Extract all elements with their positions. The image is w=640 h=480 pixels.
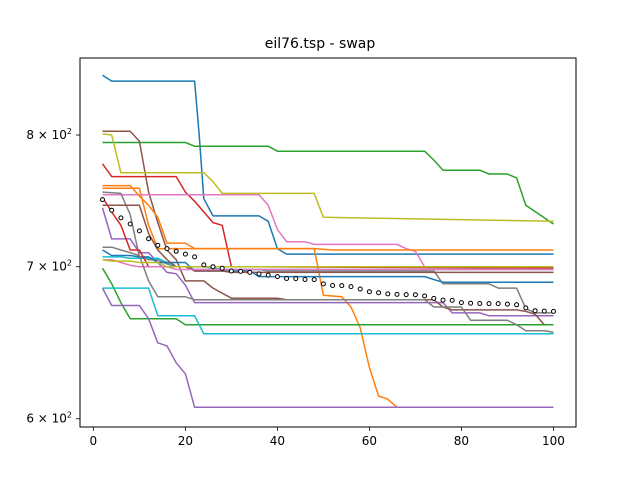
- mean-marker-28: [348, 284, 354, 290]
- mean-marker-29: [357, 286, 363, 292]
- mean-marker-30: [366, 289, 372, 295]
- mean-marker-38: [440, 297, 446, 303]
- mean-marker-16: [238, 268, 244, 274]
- y-tick-label-600: 6 × 102: [26, 411, 72, 426]
- y-tick-label-800: 8 × 102: [26, 127, 72, 142]
- mean-marker-1: [100, 197, 105, 203]
- series-line-2: [102, 187, 554, 409]
- mean-marker-34: [403, 292, 409, 298]
- series-line-17: [102, 258, 554, 271]
- mean-marker-33: [394, 291, 400, 297]
- mean-marker-11: [192, 254, 198, 260]
- mean-marker-41: [468, 300, 474, 306]
- mean-marker-45: [504, 301, 510, 307]
- y-axis: 6 × 102 7 × 102 8 × 102: [26, 127, 80, 426]
- mean-marker-10: [182, 251, 188, 257]
- mean-marker-39: [449, 297, 455, 303]
- mean-marker-14: [219, 265, 225, 271]
- mean-marker-27: [339, 283, 345, 289]
- mean-marker-22: [293, 276, 299, 282]
- series-line-5: [101, 207, 554, 317]
- mean-marker-17: [247, 269, 253, 275]
- mean-marker-4: [127, 221, 133, 227]
- series-line-16: [102, 204, 554, 274]
- mean-marker-20: [274, 274, 280, 280]
- mean-marker-35: [412, 292, 418, 298]
- series-line-6: [102, 130, 554, 326]
- mean-marker-24: [311, 277, 317, 283]
- mean-marker-44: [495, 301, 501, 307]
- series-layer: [101, 74, 554, 409]
- series-line-3: [102, 141, 554, 225]
- x-axis: 0 20 40 60 80 100: [90, 427, 565, 448]
- series-line-4: [101, 163, 554, 269]
- mean-marker-40: [458, 300, 464, 306]
- chart-title: eil76.tsp - swap: [265, 36, 376, 52]
- series-line-12: [102, 184, 554, 251]
- mean-marker-48: [532, 308, 538, 314]
- mean-marker-13: [210, 264, 216, 270]
- mean-marker-42: [477, 301, 483, 306]
- series-line-14: [101, 196, 554, 268]
- x-tick-label-40: 40: [270, 434, 285, 448]
- mean-marker-6: [146, 236, 152, 242]
- x-tick-label-100: 100: [542, 434, 565, 448]
- mean-marker-3: [118, 215, 124, 221]
- mean-marker-49: [541, 308, 547, 314]
- y-tick-label-700: 7 × 102: [26, 259, 72, 274]
- mean-marker-15: [228, 268, 234, 274]
- mean-marker-18: [256, 271, 262, 277]
- mean-marker-37: [431, 295, 437, 301]
- mean-marker-31: [376, 290, 382, 296]
- mean-marker-8: [164, 246, 170, 252]
- plot-frame: [79, 57, 577, 428]
- series-line-1: [102, 74, 554, 255]
- x-tick-label-20: 20: [178, 434, 193, 448]
- series-line-13: [101, 267, 554, 326]
- series-line-20: [102, 287, 554, 335]
- mean-marker-19: [265, 272, 271, 278]
- mean-marker-32: [385, 291, 391, 297]
- mean-marker-21: [284, 276, 290, 281]
- mean-marker-50: [551, 308, 556, 314]
- mean-marker-7: [155, 242, 161, 248]
- mean-marker-12: [201, 262, 207, 268]
- mean-marker-46: [514, 302, 520, 308]
- mean-marker-36: [422, 293, 428, 299]
- mean-marker-23: [302, 277, 308, 282]
- series-line-19: [102, 258, 554, 268]
- mean-marker-43: [486, 301, 492, 307]
- x-tick-label-80: 80: [454, 434, 469, 448]
- series-line-15: [101, 287, 554, 409]
- x-tick-label-0: 0: [90, 434, 98, 448]
- series-line-9: [102, 133, 554, 223]
- mean-marker-9: [173, 248, 179, 254]
- mean-marker-2: [109, 207, 115, 213]
- mean-marker-47: [523, 305, 529, 311]
- mean-marker-5: [136, 228, 142, 234]
- x-tick-label-60: 60: [362, 434, 377, 448]
- series-line-7: [102, 193, 554, 268]
- mean-marker-26: [330, 283, 336, 288]
- mean-marker-25: [320, 281, 326, 287]
- series-line-18: [102, 246, 554, 334]
- mean-markers: [100, 197, 556, 314]
